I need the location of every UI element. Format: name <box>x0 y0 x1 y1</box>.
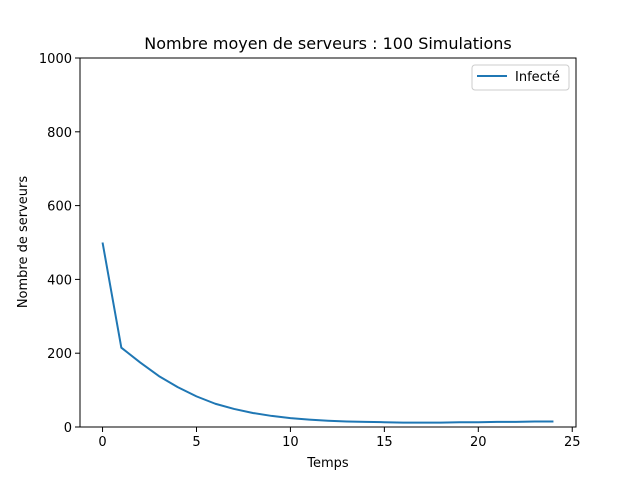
x-tick-label: 15 <box>376 435 393 450</box>
x-tick-label: 20 <box>470 435 487 450</box>
x-tick-label: 5 <box>192 435 200 450</box>
series-line-infecte <box>101 242 554 424</box>
y-tick-label: 0 <box>64 421 72 436</box>
legend: Infecté <box>471 64 570 91</box>
legend-label-infecte: Infecté <box>515 70 560 85</box>
legend-box <box>471 64 570 91</box>
chart-title: Nombre moyen de serveurs : 100 Simulatio… <box>144 34 512 53</box>
y-tick-label: 800 <box>47 126 72 141</box>
y-tick-label: 200 <box>47 347 72 362</box>
y-axis-label: Nombre de serveurs <box>16 176 31 309</box>
y-tick-label: 1000 <box>39 52 72 67</box>
axes-frame <box>79 57 577 428</box>
plot-area: 0 5 10 15 20 25 0 200 400 600 800 1000 <box>39 52 581 450</box>
x-axis-label: Temps <box>306 456 349 471</box>
y-tick-label: 600 <box>47 200 72 215</box>
x-tick-label: 0 <box>98 435 106 450</box>
x-tick-label: 25 <box>564 435 581 450</box>
x-tick-label: 10 <box>282 435 299 450</box>
y-tick-label: 400 <box>47 273 72 288</box>
